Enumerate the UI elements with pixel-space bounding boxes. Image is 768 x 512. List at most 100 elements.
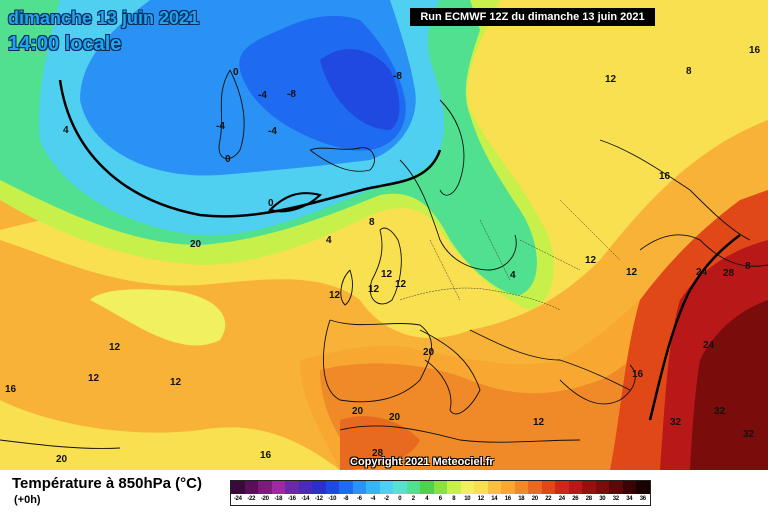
copyright-text: Copyright 2021 Meteociel.fr	[350, 456, 494, 468]
scale-swatch	[285, 481, 299, 494]
scale-swatch	[595, 481, 609, 494]
isotherm-label: -4	[216, 121, 225, 132]
scale-swatch	[339, 481, 353, 494]
scale-cell: 36	[636, 481, 650, 505]
scale-swatch	[406, 481, 420, 494]
model-run-banner: Run ECMWF 12Z du dimanche 13 juin 2021	[410, 8, 655, 26]
scale-swatch	[555, 481, 569, 494]
scale-tick-label: 30	[595, 494, 609, 505]
scale-cell: 4	[420, 481, 434, 505]
borders	[399, 199, 621, 311]
scale-cell: -14	[298, 481, 312, 505]
isotherm-label: 0	[233, 67, 239, 78]
scale-tick-label: 16	[501, 494, 515, 505]
scale-cell: 20	[528, 481, 542, 505]
scale-tick-label: -10	[325, 494, 339, 505]
scale-swatch	[420, 481, 434, 494]
scale-swatch	[568, 481, 582, 494]
scale-cell: 2	[406, 481, 420, 505]
scale-tick-label: 36	[636, 494, 650, 505]
scale-cell: 12	[474, 481, 488, 505]
scale-swatch	[622, 481, 636, 494]
scale-tick-label: 26	[568, 494, 582, 505]
isotherm-label: 12	[585, 255, 597, 266]
isotherm-label: 16	[632, 369, 644, 380]
scale-cell: -4	[366, 481, 380, 505]
scale-cell: 18	[514, 481, 528, 505]
scale-cell: 10	[460, 481, 474, 505]
scale-swatch	[312, 481, 326, 494]
isotherm-label: 4	[510, 270, 516, 281]
isotherm-label: 12	[533, 417, 545, 428]
scale-tick-label: -18	[271, 494, 285, 505]
isotherm-label: 20	[352, 406, 364, 417]
scale-swatch	[447, 481, 461, 494]
isotherm-label: 28	[372, 448, 384, 459]
scale-tick-label: 2	[406, 494, 420, 505]
isotherm-label: 12	[395, 279, 407, 290]
isotherm-label: -4	[258, 90, 267, 101]
legend-subtitle: (+0h)	[14, 494, 41, 506]
scale-tick-label: -20	[258, 494, 272, 505]
scale-tick-label: 24	[555, 494, 569, 505]
isotherm-label: 32	[743, 429, 755, 440]
scale-cell: -16	[285, 481, 299, 505]
scale-tick-label: 18	[514, 494, 528, 505]
scale-swatch	[352, 481, 366, 494]
scale-tick-label: 28	[582, 494, 596, 505]
isotherm-label: 32	[670, 417, 682, 428]
legend-title: Température à 850hPa (°C)	[12, 475, 202, 492]
isotherm-0-island	[268, 192, 322, 213]
scale-swatch	[366, 481, 380, 494]
scale-swatch	[271, 481, 285, 494]
scale-tick-label: 22	[541, 494, 555, 505]
scale-cell: -22	[244, 481, 258, 505]
isotherm-0	[58, 79, 442, 218]
isotherm-label: 16	[5, 384, 17, 395]
scale-tick-label: 10	[460, 494, 474, 505]
isotherm-label: 24	[696, 267, 708, 278]
scale-cell: 24	[555, 481, 569, 505]
scale-cell: -24	[231, 481, 245, 505]
scale-swatch	[501, 481, 515, 494]
scale-tick-label: 20	[528, 494, 542, 505]
scale-tick-label: 0	[393, 494, 407, 505]
scale-swatch	[258, 481, 272, 494]
isotherm-label: 20	[389, 412, 401, 423]
scale-cell: 32	[609, 481, 623, 505]
isotherm-label: 8	[745, 261, 751, 272]
scale-tick-label: -22	[244, 494, 258, 505]
scale-swatch	[609, 481, 623, 494]
scale-tick-label: 34	[622, 494, 636, 505]
scale-cell: -20	[258, 481, 272, 505]
scale-swatch	[298, 481, 312, 494]
isotherm-label: 12	[605, 74, 617, 85]
isotherm-label: -4	[268, 126, 277, 137]
scale-cell: 6	[433, 481, 447, 505]
coastlines	[0, 69, 768, 449]
scale-swatch	[379, 481, 393, 494]
scale-cell: 28	[582, 481, 596, 505]
isotherm-label: 12	[329, 290, 341, 301]
isotherm-label: 8	[686, 66, 692, 77]
scale-cell: -2	[379, 481, 393, 505]
scale-swatch	[514, 481, 528, 494]
scale-cell: 14	[487, 481, 501, 505]
isotherm-24	[648, 234, 741, 421]
scale-cell: 16	[501, 481, 515, 505]
isotherm-label: 8	[369, 217, 375, 228]
zone-africa-warm	[340, 416, 420, 470]
scale-cell: 0	[393, 481, 407, 505]
scale-cell: -12	[312, 481, 326, 505]
isotherm-label: 28	[723, 268, 735, 279]
scale-cell: 22	[541, 481, 555, 505]
isotherm-label: 12	[88, 373, 100, 384]
isotherm-label: 24	[703, 340, 715, 351]
isotherm-label: 16	[659, 171, 671, 182]
forecast-time: 14:00 locale	[8, 33, 122, 55]
scale-swatch	[460, 481, 474, 494]
scale-swatch	[244, 481, 258, 494]
isotherm-label: 12	[368, 284, 380, 295]
